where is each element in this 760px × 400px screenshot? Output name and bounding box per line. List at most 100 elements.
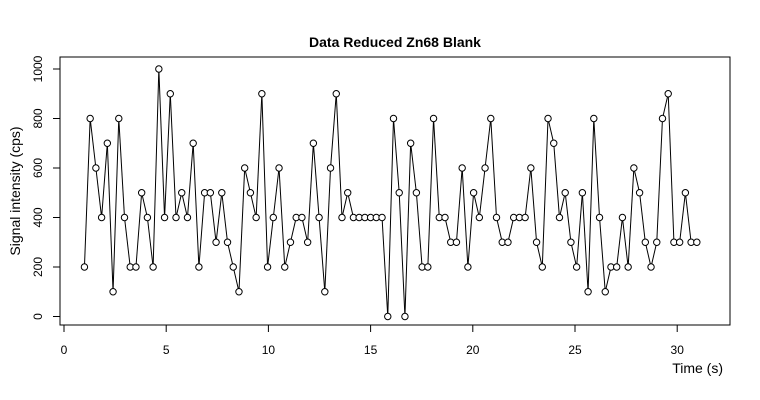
series-segment [536, 245, 543, 264]
data-point [195, 263, 203, 271]
series-segment [278, 171, 286, 264]
series-segment [95, 171, 102, 215]
data-point [298, 213, 306, 222]
series-segment [645, 245, 651, 264]
series-segment [101, 146, 108, 215]
series-segment [427, 121, 434, 264]
series-segment [410, 146, 417, 190]
data-point [458, 164, 466, 172]
series-segment [393, 121, 400, 190]
data-point [149, 263, 157, 271]
data-point [321, 288, 329, 296]
data-point [464, 263, 472, 271]
series-segment [342, 195, 348, 215]
series-segment [227, 245, 234, 264]
series-segment [124, 220, 131, 264]
data-point [229, 263, 237, 271]
data-point [555, 213, 564, 222]
series-segment [135, 195, 142, 264]
series-segment [496, 220, 502, 240]
x-tick-label: 10 [262, 343, 276, 357]
series-segment [192, 146, 200, 264]
series-segment [313, 146, 320, 215]
data-point [103, 139, 112, 147]
series-segment [484, 121, 491, 165]
series-segment [433, 121, 440, 215]
series-segment [571, 245, 577, 264]
x-tick-label: 15 [364, 343, 378, 357]
data-point [641, 238, 650, 246]
series-segment [221, 195, 228, 240]
series-segment [605, 270, 611, 289]
data-point [309, 139, 318, 147]
series-segment [147, 220, 154, 264]
chart-title: Data Reduced Zn68 Blank [309, 34, 481, 50]
data-point [315, 213, 323, 222]
data-point [286, 238, 295, 246]
data-point [550, 139, 558, 147]
series-segment [461, 171, 469, 264]
series-segment [416, 195, 423, 264]
series-segment [599, 220, 606, 289]
data-point [384, 312, 392, 321]
series-segment [679, 195, 686, 240]
y-tick-label: 600 [31, 158, 45, 178]
x-tick-label: 0 [61, 343, 68, 357]
data-point [97, 213, 106, 222]
x-tick-label: 30 [671, 343, 685, 357]
series-segment [215, 195, 222, 240]
series-segment [381, 220, 389, 314]
data-point [561, 189, 569, 197]
data-point [618, 213, 627, 222]
data-point [132, 263, 140, 271]
data-point [269, 213, 278, 222]
data-point [240, 164, 249, 172]
series-segment [244, 171, 251, 190]
series-segment [685, 195, 692, 240]
series-segment [456, 171, 463, 240]
series-segment [273, 171, 280, 215]
series-segment [473, 195, 480, 215]
series-segment [302, 220, 308, 240]
series-segment [627, 171, 635, 264]
data-point [664, 90, 672, 98]
series-segment [404, 146, 412, 314]
y-tick-label: 200 [31, 257, 45, 277]
data-point [258, 90, 266, 98]
data-point [212, 238, 220, 246]
series-segment [639, 195, 646, 240]
series-segment [118, 121, 125, 215]
data-point [206, 189, 215, 197]
series-segment [187, 146, 194, 215]
series-segment [141, 195, 148, 215]
data-point [504, 238, 512, 246]
data-point [567, 238, 575, 246]
data-point [378, 213, 386, 222]
series-segment [622, 220, 629, 264]
data-point [538, 263, 546, 271]
series-segment [238, 171, 246, 289]
data-point [120, 213, 129, 222]
data-point [143, 213, 152, 222]
data-point [487, 114, 495, 123]
data-point [401, 312, 409, 321]
x-tick-label: 5 [163, 343, 170, 357]
plot-frame [59, 56, 731, 326]
data-point [653, 238, 661, 246]
series-segment [164, 96, 171, 215]
data-point [612, 263, 621, 271]
series-segment [565, 195, 572, 240]
data-point [578, 189, 587, 197]
series-segment [169, 96, 177, 215]
data-point [429, 114, 438, 123]
y-tick-label: 0 [31, 313, 45, 320]
data-point [303, 238, 312, 246]
data-point [630, 164, 638, 172]
y-tick-label: 400 [31, 207, 45, 227]
series-segment [576, 195, 583, 264]
data-point [183, 213, 192, 222]
series-segment [445, 220, 451, 240]
y-axis: 0 200 400 600 800 1000 [31, 55, 61, 320]
x-tick-label: 25 [568, 343, 582, 357]
data-point [544, 114, 552, 123]
